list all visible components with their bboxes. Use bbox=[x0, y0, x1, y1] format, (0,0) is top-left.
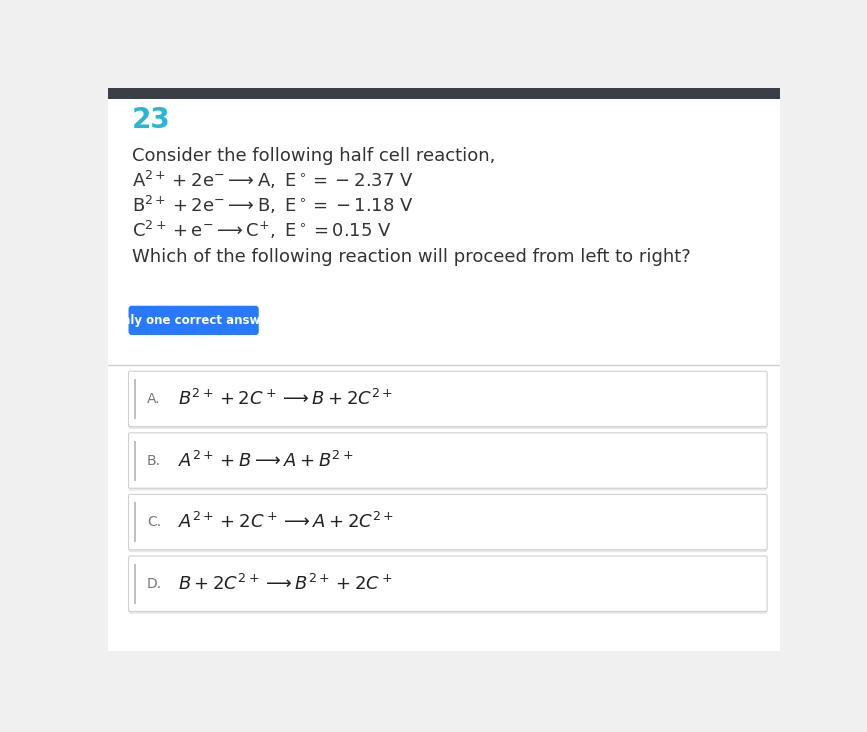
FancyBboxPatch shape bbox=[108, 88, 780, 99]
Text: B.: B. bbox=[147, 454, 161, 468]
FancyBboxPatch shape bbox=[128, 494, 767, 550]
Text: $B + 2C^{2+} \longrightarrow B^{2+} + 2C^+$: $B + 2C^{2+} \longrightarrow B^{2+} + 2C… bbox=[178, 574, 394, 594]
Text: $\mathsf{A^{2+} + 2e^{-} \longrightarrow A}$$\mathsf{,\ E^\circ = -2.37\ V}$: $\mathsf{A^{2+} + 2e^{-} \longrightarrow… bbox=[132, 169, 414, 191]
Text: $A^{2+} + 2C^+ \longrightarrow A + 2C^{2+}$: $A^{2+} + 2C^+ \longrightarrow A + 2C^{2… bbox=[178, 512, 394, 532]
Text: Which of the following reaction will proceed from left to right?: Which of the following reaction will pro… bbox=[132, 248, 690, 266]
FancyBboxPatch shape bbox=[128, 435, 767, 490]
FancyBboxPatch shape bbox=[134, 564, 136, 604]
Text: $\mathsf{B^{2+} + 2e^{-} \longrightarrow B}$$\mathsf{,\ E^\circ = -1.18\ V}$: $\mathsf{B^{2+} + 2e^{-} \longrightarrow… bbox=[132, 194, 414, 216]
FancyBboxPatch shape bbox=[128, 559, 767, 613]
Text: 23: 23 bbox=[132, 106, 171, 134]
Text: Only one correct answer: Only one correct answer bbox=[113, 314, 275, 327]
FancyBboxPatch shape bbox=[128, 373, 767, 429]
FancyBboxPatch shape bbox=[134, 441, 136, 480]
FancyBboxPatch shape bbox=[134, 502, 136, 542]
Text: D.: D. bbox=[147, 577, 162, 591]
FancyBboxPatch shape bbox=[128, 497, 767, 552]
Text: C.: C. bbox=[147, 515, 161, 529]
Text: $A^{2+} + B \longrightarrow A + B^{2+}$: $A^{2+} + B \longrightarrow A + B^{2+}$ bbox=[178, 450, 354, 471]
FancyBboxPatch shape bbox=[128, 433, 767, 488]
Text: A.: A. bbox=[147, 392, 160, 406]
FancyBboxPatch shape bbox=[134, 379, 136, 419]
Text: Consider the following half cell reaction,: Consider the following half cell reactio… bbox=[132, 146, 495, 165]
FancyBboxPatch shape bbox=[128, 306, 258, 335]
Text: $\mathsf{C^{2+} + e^{-} \longrightarrow C^{+}}$$\mathsf{,\ E^\circ = 0.15\ V}$: $\mathsf{C^{2+} + e^{-} \longrightarrow … bbox=[132, 218, 392, 241]
FancyBboxPatch shape bbox=[108, 99, 780, 651]
FancyBboxPatch shape bbox=[128, 556, 767, 611]
Text: $B^{2+} + 2C^+ \longrightarrow B + 2C^{2+}$: $B^{2+} + 2C^+ \longrightarrow B + 2C^{2… bbox=[178, 389, 394, 409]
FancyBboxPatch shape bbox=[128, 371, 767, 427]
